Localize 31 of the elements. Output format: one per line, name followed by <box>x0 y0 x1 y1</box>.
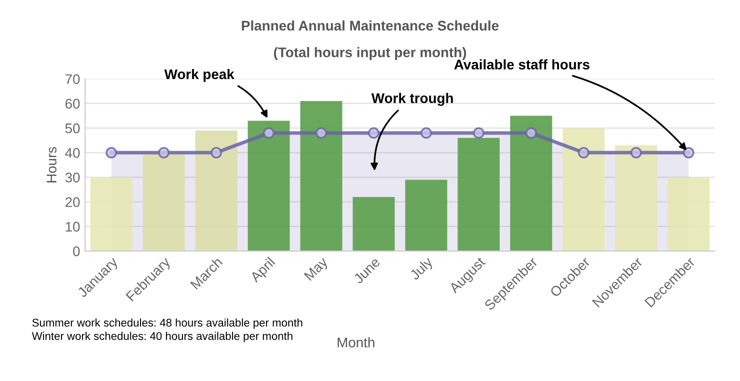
y-tick-label: 20 <box>65 197 80 208</box>
y-tick-label: 10 <box>66 222 80 232</box>
y-tick-label: 70 <box>66 74 80 84</box>
y-tick-label: 50 <box>65 123 80 134</box>
bar <box>458 138 500 252</box>
bar <box>615 145 658 252</box>
bar <box>248 120 290 252</box>
y-tick-label: 60 <box>65 98 80 109</box>
bar <box>510 116 552 252</box>
annotation: Available staff hours <box>454 59 590 70</box>
x-tick-label: July <box>408 256 436 282</box>
bar <box>195 130 238 252</box>
bar <box>352 196 395 252</box>
bar <box>90 177 132 252</box>
y-tick-label: 0 <box>73 246 80 256</box>
y-tick-label: 40 <box>65 148 80 158</box>
bar <box>562 128 605 252</box>
bar <box>300 101 342 252</box>
y-axis-title: Hours <box>46 146 56 182</box>
chart-subtitle: (Total hours input per month) <box>274 47 466 60</box>
annotation: Work trough <box>371 92 453 106</box>
x-tick-label: May <box>304 256 330 283</box>
bar <box>142 152 185 252</box>
text: Winter work schedules: 40 hours available per month <box>32 332 292 342</box>
bar <box>668 177 710 252</box>
chart-title: Planned Annual Maintenance Schedule <box>242 20 499 31</box>
text: Summer work schedules: 48 hours available per month <box>32 318 302 329</box>
x-axis-title: Month <box>338 337 374 348</box>
y-tick-label: 30 <box>65 172 80 182</box>
annotation: Work peak <box>164 68 234 82</box>
bar <box>405 180 448 252</box>
